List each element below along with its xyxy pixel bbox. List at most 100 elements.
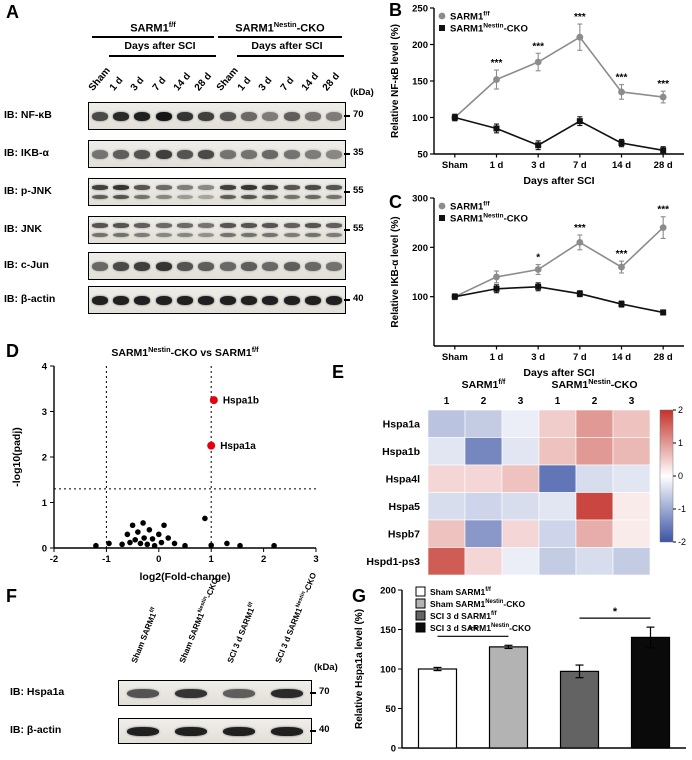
gene-point <box>135 529 141 535</box>
tspan: -CKO vs SARM1 <box>171 347 252 359</box>
y-tick-label: 100 <box>380 665 396 676</box>
kda-tick-mark <box>344 153 350 155</box>
y-tick-label: 3 <box>42 407 47 418</box>
tspan: Sham SARM1 <box>430 599 486 609</box>
lane-label: Sham SARM1Nestin-CKO <box>177 576 221 665</box>
protein-band <box>219 194 236 200</box>
gene-point <box>224 540 230 547</box>
tspan: 14 d <box>612 352 631 363</box>
protein-band <box>91 232 108 238</box>
protein-band <box>155 149 172 159</box>
protein-band <box>223 726 255 736</box>
x-tick-label: Sham <box>442 352 468 363</box>
protein-band <box>134 149 151 159</box>
tspan: Sham SARM1 <box>430 587 486 597</box>
y-tick-label: 50 <box>385 704 396 715</box>
tspan: 150 <box>380 625 396 636</box>
tspan: ** <box>469 624 478 636</box>
heatmap-cell <box>464 464 503 493</box>
protein-band <box>155 194 172 200</box>
heatmap-cell <box>427 519 466 548</box>
tspan: Nestin <box>491 623 510 629</box>
data-point <box>618 88 625 96</box>
heatmap-cell <box>427 492 466 521</box>
gene-point <box>144 541 151 548</box>
significance-stars: *** <box>532 41 544 52</box>
legend-swatch <box>415 598 426 609</box>
y-tick-label: 200 <box>380 586 396 597</box>
panel-b-letter: B <box>389 0 402 20</box>
tspan: f/f <box>483 11 490 18</box>
x-axis-title: Days after SCI <box>523 367 594 379</box>
heatmap-cell <box>427 464 466 493</box>
heatmap-cell <box>575 492 614 521</box>
lane-label: Sham <box>86 65 113 94</box>
tspan: * <box>536 253 540 264</box>
data-point <box>576 239 584 246</box>
tspan: -1 <box>678 504 686 514</box>
tspan: Hspd1-ps3 <box>366 556 420 568</box>
tspan: 0 <box>678 471 683 481</box>
protein-band <box>326 185 343 190</box>
lane-label: Sham <box>214 65 241 94</box>
protein-band <box>177 223 193 228</box>
protein-band <box>271 726 303 736</box>
protein-band <box>262 261 279 271</box>
tspan: SARM1 <box>462 379 499 391</box>
x-tick-label: 7 d <box>573 352 587 363</box>
lane-label: 14 d <box>299 70 322 94</box>
tspan: Hspa5 <box>388 501 420 513</box>
heatmap-cell <box>575 409 614 438</box>
heatmap-cell <box>501 409 540 438</box>
tspan: 100 <box>380 665 396 676</box>
significance-stars: *** <box>491 58 503 69</box>
protein-band <box>113 232 129 238</box>
heatmap-cell <box>612 437 651 466</box>
series-line <box>454 36 664 119</box>
tspan: 0 <box>156 554 161 565</box>
heatmap-cell <box>538 547 577 576</box>
x-tick-label: 7 d <box>573 160 587 171</box>
heatmap-cell <box>501 519 540 548</box>
protein-band <box>127 688 159 698</box>
legend-swatch <box>415 622 426 633</box>
tspan: 28 d <box>654 352 673 363</box>
protein-band <box>326 194 343 200</box>
gene-point <box>149 536 156 542</box>
tspan: 2 <box>592 396 598 407</box>
protein-band <box>305 223 321 228</box>
heatmap-cell <box>464 437 503 466</box>
significance-stars: *** <box>616 73 628 84</box>
y-axis-title: Relative Hspa1a level (%) <box>354 609 365 729</box>
tspan: SARM1 <box>450 24 484 35</box>
x-tick-label: 1 d <box>490 160 504 171</box>
tspan: Relative IKB-α level (%) <box>390 216 401 327</box>
legend-label: SARM1f/f <box>450 11 490 23</box>
panel-c-letter: C <box>389 192 402 212</box>
x-tick-label: Sham <box>442 160 468 171</box>
protein-band <box>241 295 257 305</box>
heatmap-cell <box>575 547 614 576</box>
x-tick-label: 3 <box>313 554 318 565</box>
kda-value: 40 <box>353 293 364 304</box>
tspan: 0 <box>391 744 396 755</box>
tspan: *** <box>616 249 628 260</box>
protein-band <box>283 185 300 190</box>
gene-point <box>165 535 172 541</box>
tspan: Relative Hspa1a level (%) <box>354 609 365 729</box>
tspan: 4 <box>42 362 48 373</box>
blot-antibody-label: IB: β-actin <box>4 292 56 305</box>
tspan: 3 <box>629 396 635 407</box>
protein-band <box>155 185 172 190</box>
protein-band <box>219 261 236 271</box>
data-point <box>493 285 500 292</box>
heatmap-group-header: SARM1f/f <box>462 377 506 391</box>
protein-band <box>134 261 151 271</box>
tspan: *** <box>491 58 503 69</box>
tspan: Nestin <box>485 599 504 605</box>
tspan: 1 d <box>490 352 504 363</box>
x-tick-label: 3 d <box>531 352 545 363</box>
protein-band <box>283 295 300 305</box>
kda-header: (kDa) <box>350 87 374 98</box>
significance-stars: *** <box>574 223 586 234</box>
